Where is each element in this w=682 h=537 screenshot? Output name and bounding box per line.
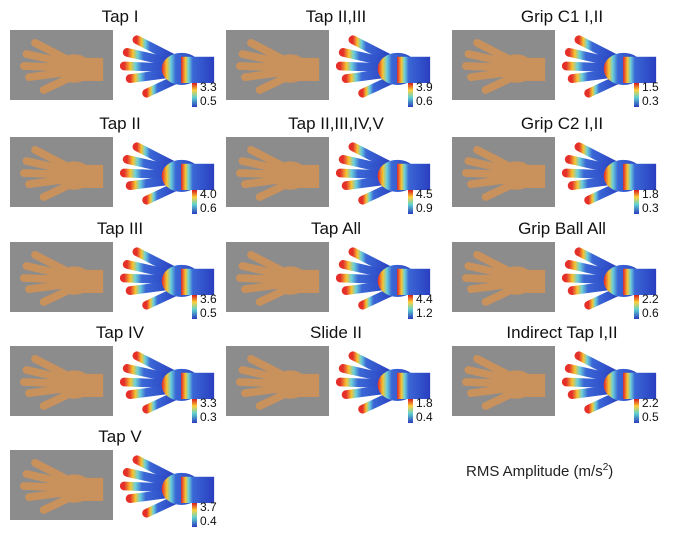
colorbar-min: 0.3 <box>642 94 659 108</box>
colorbar <box>408 399 413 423</box>
panel-title: Grip C2 I,II <box>521 114 603 133</box>
colorbar-max: 4.5 <box>416 187 433 201</box>
units-text: RMS Amplitude (m/s <box>466 463 603 480</box>
panel: Indirect Tap I,II 2.20.5 <box>452 323 659 424</box>
panel: Tap II 4.00.6 <box>10 114 217 215</box>
colorbar-min: 0.6 <box>416 94 433 108</box>
colorbar-min: 0.3 <box>642 201 659 215</box>
colorbar-max: 1.5 <box>642 80 659 94</box>
colorbar <box>408 83 413 107</box>
panel-title: Tap I <box>102 7 139 26</box>
colorbar <box>634 295 639 319</box>
panel-title: Grip C1 I,II <box>521 7 603 26</box>
colorbar <box>192 503 197 527</box>
panel: Tap All 4.41.2 <box>226 219 433 320</box>
colorbar-min: 0.6 <box>200 201 217 215</box>
panel-title: Tap II,III,IV,V <box>288 114 384 133</box>
panel-title: Indirect Tap I,II <box>506 323 617 342</box>
panel-title: Tap II <box>99 114 141 133</box>
colorbar-max: 3.7 <box>200 500 217 514</box>
panel-title: Tap V <box>98 427 142 446</box>
colorbar-min: 0.6 <box>642 306 659 320</box>
colorbar-min: 0.5 <box>200 94 217 108</box>
panel-title: Grip Ball All <box>518 219 606 238</box>
colorbar-max: 1.8 <box>416 396 433 410</box>
colorbar <box>192 295 197 319</box>
colorbar <box>634 399 639 423</box>
colorbar-max: 3.6 <box>200 292 217 306</box>
panel-title: Tap III <box>97 219 143 238</box>
units-close: ) <box>608 463 613 480</box>
colorbar <box>192 190 197 214</box>
panel: Slide II 1.80.4 <box>226 323 433 424</box>
panel-title: Slide II <box>310 323 362 342</box>
colorbar-min: 0.4 <box>416 410 433 424</box>
colorbar-max: 2.2 <box>642 292 659 306</box>
colorbar-min: 1.2 <box>416 306 433 320</box>
units-exponent: 2 <box>603 462 609 473</box>
panel: Tap II,III 3.90.6 <box>226 7 433 108</box>
colorbar-max: 3.9 <box>416 80 433 94</box>
colorbar-max: 3.3 <box>200 396 217 410</box>
panel: Tap IV 3.30.3 <box>10 323 217 424</box>
panel: Grip C2 I,II 1.80.3 <box>452 114 659 215</box>
colorbar <box>634 83 639 107</box>
colorbar-max: 4.0 <box>200 187 217 201</box>
panel-title: Tap All <box>311 219 361 238</box>
panel-title: Tap II,III <box>306 7 366 26</box>
colorbar-min: 0.5 <box>200 306 217 320</box>
colorbar-max: 1.8 <box>642 187 659 201</box>
colorbar-min: 0.5 <box>642 410 659 424</box>
panel: Tap III 3.60.5 <box>10 219 217 320</box>
panel: Tap I 3.30.5 <box>10 7 217 108</box>
colorbar-max: 4.4 <box>416 292 433 306</box>
colorbar-min: 0.4 <box>200 514 217 528</box>
panel-title: Tap IV <box>96 323 145 342</box>
colorbar-min: 0.3 <box>200 410 217 424</box>
units-label: RMS Amplitude (m/s2) <box>466 462 613 480</box>
colorbar <box>192 83 197 107</box>
colorbar <box>408 190 413 214</box>
panel: Grip Ball All 2.20.6 <box>452 219 659 320</box>
colorbar <box>408 295 413 319</box>
panel: Tap II,III,IV,V 4.50.9 <box>226 114 433 215</box>
colorbar-max: 2.2 <box>642 396 659 410</box>
colorbar-min: 0.9 <box>416 201 433 215</box>
colorbar <box>192 399 197 423</box>
panel: Tap V 3.70.4 <box>10 427 217 528</box>
panel: Grip C1 I,II 1.50.3 <box>452 7 659 108</box>
colorbar-max: 3.3 <box>200 80 217 94</box>
colorbar <box>634 190 639 214</box>
